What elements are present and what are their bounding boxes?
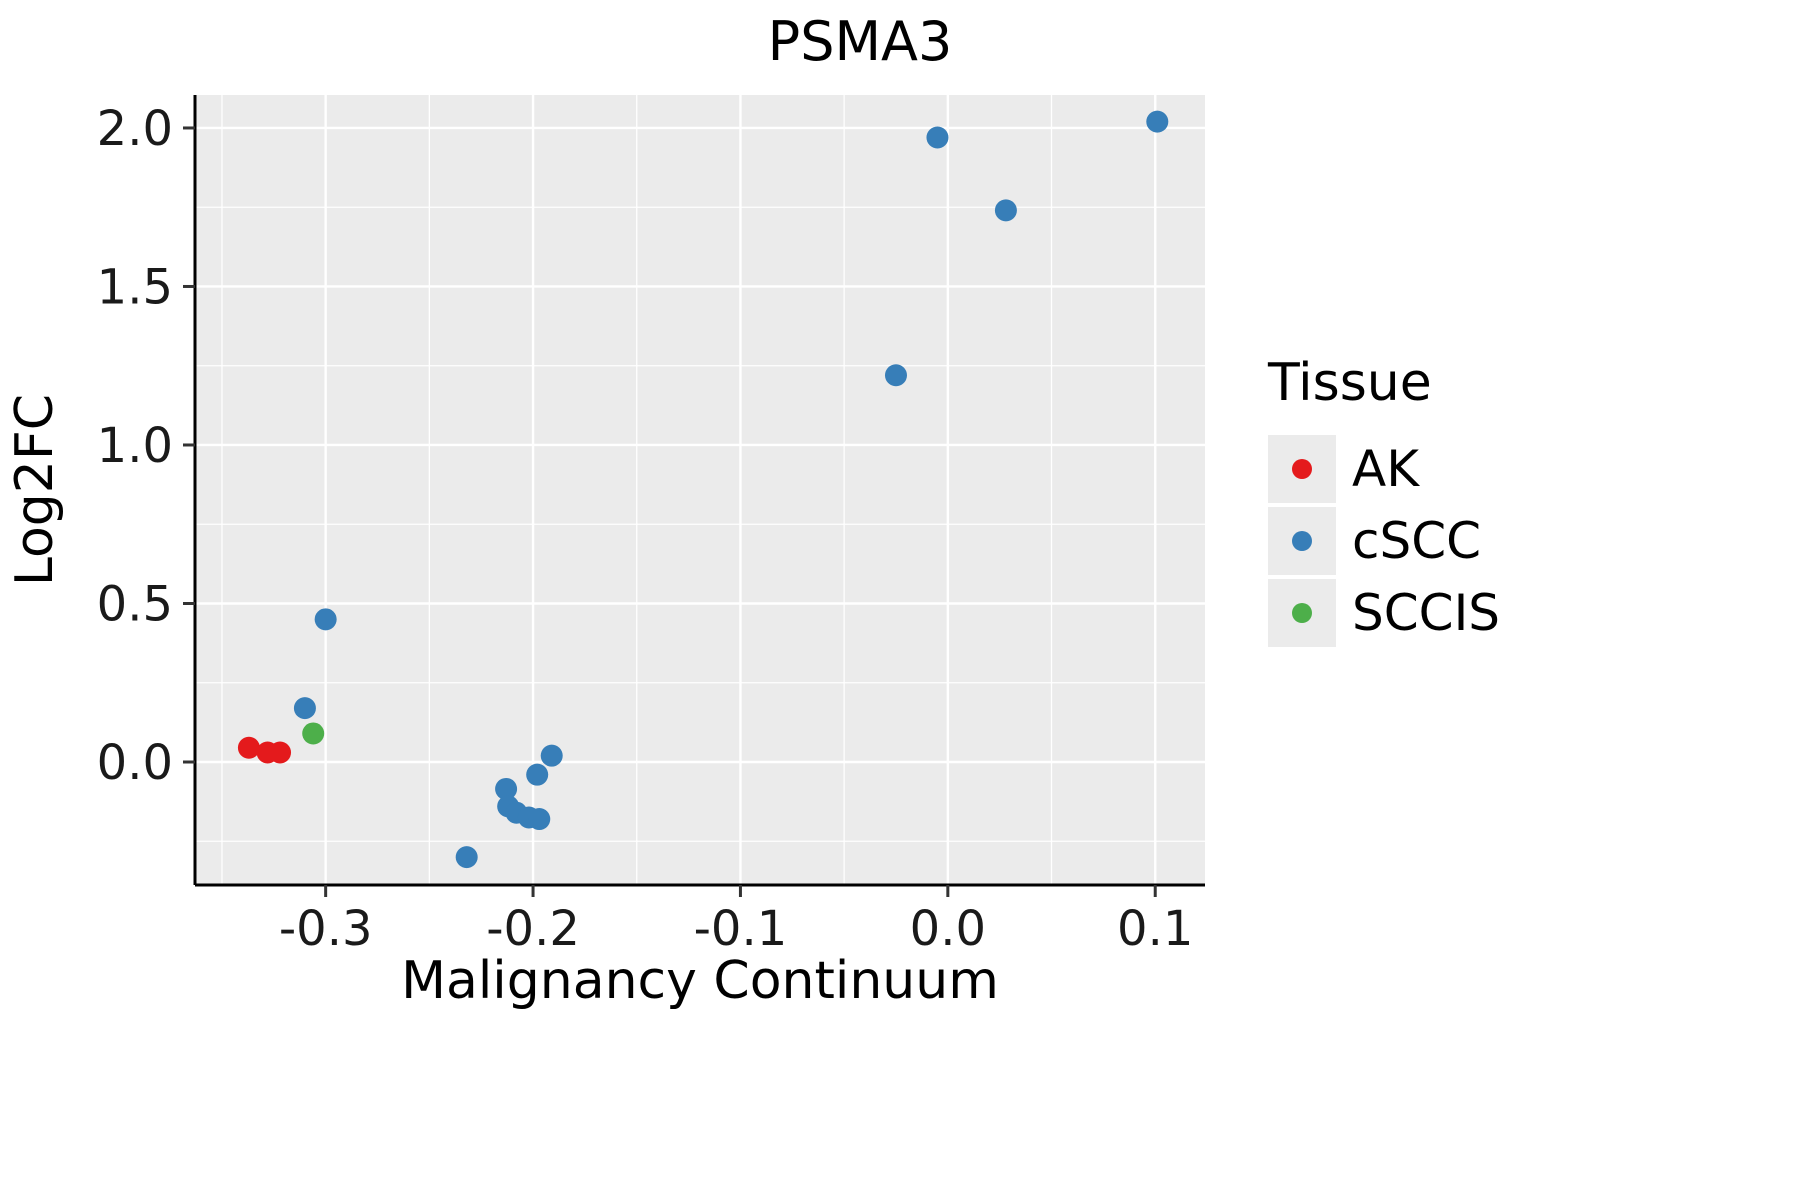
chart-title: PSMA3 xyxy=(768,10,953,73)
y-tick-label: 1.5 xyxy=(97,259,173,315)
point-cSCC xyxy=(1146,110,1169,133)
point-cSCC xyxy=(540,744,563,767)
point-cSCC xyxy=(884,364,907,387)
data-points xyxy=(237,110,1169,869)
y-tick-label: 0.5 xyxy=(97,576,173,632)
point-SCCIS xyxy=(302,722,325,745)
x-tick-label: 0.0 xyxy=(910,901,986,957)
y-tick-label: 0.0 xyxy=(97,735,173,791)
tick-marks xyxy=(183,126,1157,897)
axis-lines xyxy=(193,95,1205,887)
legend-label-cSCC: cSCC xyxy=(1352,512,1481,570)
x-tick-label: -0.3 xyxy=(279,901,373,957)
point-cSCC xyxy=(926,126,949,149)
point-AK xyxy=(237,736,260,759)
legend-dot-AK xyxy=(1292,459,1312,479)
legend-dot-cSCC xyxy=(1292,531,1312,551)
legend-items: AK cSCC SCCIS xyxy=(1268,435,1500,647)
legend-dot-SCCIS xyxy=(1292,603,1312,623)
legend-label-SCCIS: SCCIS xyxy=(1352,584,1500,642)
minor-gridlines xyxy=(195,95,1205,885)
point-cSCC xyxy=(495,777,518,800)
point-cSCC xyxy=(528,808,551,831)
x-tick-label: -0.1 xyxy=(694,901,788,957)
y-tick-label: 2.0 xyxy=(97,101,173,157)
point-AK xyxy=(269,741,292,764)
legend-label-AK: AK xyxy=(1352,440,1420,498)
major-gridlines xyxy=(195,95,1205,885)
legend-title: Tissue xyxy=(1267,353,1432,413)
legend: Tissue AK cSCC SCCIS xyxy=(1267,353,1500,647)
x-tick-labels: -0.3 -0.2 -0.1 0.0 0.1 xyxy=(279,901,1194,957)
point-cSCC xyxy=(293,697,316,720)
y-axis-label: Log2FC xyxy=(5,394,65,586)
point-cSCC xyxy=(526,763,549,786)
x-axis-label: Malignancy Continuum xyxy=(401,951,999,1011)
y-tick-label: 1.0 xyxy=(97,418,173,474)
y-tick-labels: 0.0 0.5 1.0 1.5 2.0 xyxy=(97,101,173,791)
point-cSCC xyxy=(994,199,1017,222)
panel-background xyxy=(195,95,1205,885)
x-tick-label: 0.1 xyxy=(1117,901,1193,957)
point-cSCC xyxy=(455,846,478,869)
x-tick-label: -0.2 xyxy=(486,901,580,957)
point-cSCC xyxy=(314,608,337,631)
